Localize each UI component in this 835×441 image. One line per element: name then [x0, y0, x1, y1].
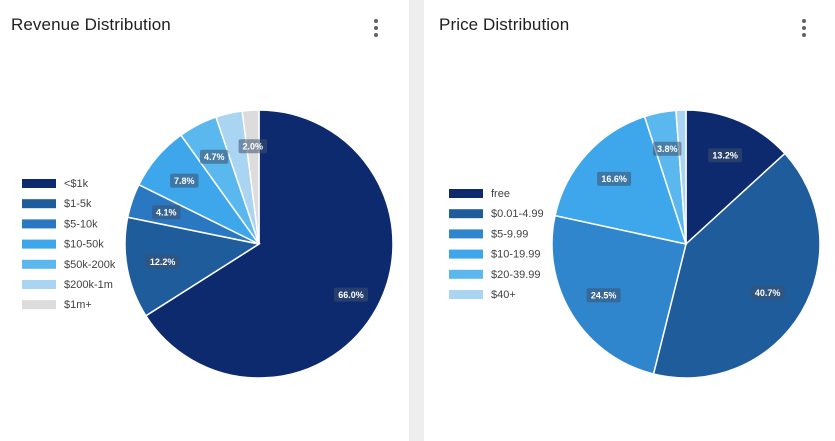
legend-item-free[interactable]: free — [449, 188, 510, 200]
price-pie-chart: 13.2% 40.7% 24.5% 16.6% 3.8% free $0.01-4.99 $5… — [449, 109, 821, 379]
legend-label: $20-39.99 — [491, 269, 541, 281]
legend-swatch — [22, 219, 56, 229]
data-label-text: 13.2% — [712, 150, 738, 160]
data-label-text: 40.7% — [755, 288, 781, 298]
revenue-chart-title: Revenue Distribution — [11, 15, 171, 34]
data-label-5-10k: 4.1% — [152, 205, 181, 220]
data-label-10-50k: 7.8% — [170, 173, 199, 188]
revenue-pie-chart: 66.0% 12.2% 4.1% 7.8% 4.7% 2.0% <$1k $1-5k $5-10… — [22, 109, 394, 379]
legend-swatch — [22, 239, 56, 249]
chart-legend: <$1k $1-5k $5-10k $10-50k $50k-200k $200k-1m $… — [22, 178, 116, 311]
legend-item-1m[interactable]: $1m+ — [22, 299, 92, 311]
legend-item-20-39-99[interactable]: $20-39.99 — [449, 269, 541, 281]
legend-label: $10-50k — [64, 239, 104, 251]
data-label-text: 2.0% — [243, 141, 264, 151]
legend-swatch — [22, 300, 56, 310]
legend-label: $40+ — [491, 289, 516, 301]
data-label-10-19-99: 16.6% — [597, 171, 632, 186]
data-label-text: 12.2% — [150, 257, 176, 267]
pie-data-labels: 13.2% 40.7% 24.5% 16.6% 3.8% — [586, 141, 785, 303]
pie-slice-free[interactable] — [685, 109, 786, 246]
pie-slice-1-5k[interactable] — [124, 216, 261, 317]
legend-swatch — [449, 189, 483, 198]
legend-swatch — [449, 209, 483, 219]
data-label-text: 3.8% — [657, 144, 678, 154]
data-label-text: 16.6% — [601, 174, 627, 184]
legend-swatch — [22, 179, 56, 188]
legend-label: $1-5k — [64, 198, 92, 210]
legend-item-1-5k[interactable]: $1-5k — [22, 198, 92, 210]
data-label-text: 7.8% — [174, 176, 195, 186]
data-label-text: 24.5% — [591, 290, 617, 300]
pie-slices — [551, 109, 821, 379]
legend-item-10-50k[interactable]: $10-50k — [22, 239, 104, 251]
legend-label: $1m+ — [64, 299, 92, 311]
legend-label: free — [491, 188, 510, 200]
price-distribution-card: Price Distribution 13.2% 40.7% 24.5% 16.6% 3… — [424, 0, 835, 441]
legend-item-5-10k[interactable]: $5-10k — [22, 218, 98, 230]
data-label-1m: 2.0% — [238, 139, 267, 154]
data-label-text: 4.7% — [204, 152, 225, 162]
price-chart-title: Price Distribution — [439, 15, 570, 34]
data-label-0-01-4-99: 40.7% — [750, 285, 785, 300]
legend-item-200k-1m[interactable]: $200k-1m — [22, 279, 113, 291]
legend-label: $50k-200k — [64, 259, 116, 271]
legend-item-10-19-99[interactable]: $10-19.99 — [449, 249, 541, 261]
legend-swatch — [22, 280, 56, 289]
legend-swatch — [449, 229, 483, 239]
data-label-text: 66.0% — [338, 290, 364, 300]
legend-label: $10-19.99 — [491, 249, 541, 261]
data-label-text: 4.1% — [156, 208, 177, 218]
legend-label: $5-9.99 — [491, 228, 528, 240]
legend-swatch — [449, 290, 483, 299]
legend-item-0-01-4-99[interactable]: $0.01-4.99 — [449, 208, 544, 220]
pie-data-labels: 66.0% 12.2% 4.1% 7.8% 4.7% 2.0% — [145, 139, 368, 302]
legend-item-40[interactable]: $40+ — [449, 289, 516, 301]
legend-label: $0.01-4.99 — [491, 208, 544, 220]
data-label-50k-200k: 4.7% — [200, 149, 229, 164]
pie-slice-0-01-4-99[interactable] — [652, 152, 821, 379]
legend-swatch — [449, 269, 483, 279]
legend-label: <$1k — [64, 178, 89, 190]
data-label-1k: 66.0% — [334, 287, 368, 302]
data-label-1-5k: 12.2% — [145, 254, 180, 269]
legend-swatch — [22, 199, 56, 209]
legend-item-5-9-99[interactable]: $5-9.99 — [449, 228, 528, 240]
chart-legend: free $0.01-4.99 $5-9.99 $10-19.99 $20-39.99 $… — [449, 188, 544, 301]
pie-slices — [124, 109, 394, 379]
legend-swatch — [22, 259, 56, 269]
data-label-5-9-99: 24.5% — [586, 288, 621, 303]
legend-swatch — [449, 249, 483, 259]
revenue-more-menu-icon[interactable] — [370, 17, 382, 39]
legend-item-50k-200k[interactable]: $50k-200k — [22, 259, 116, 271]
legend-label: $5-10k — [64, 218, 98, 230]
pie-slice-1k[interactable] — [144, 109, 394, 379]
data-label-free: 13.2% — [708, 148, 743, 163]
price-more-menu-icon[interactable] — [798, 17, 810, 39]
data-label-20-39-99: 3.8% — [653, 141, 682, 156]
legend-label: $200k-1m — [64, 279, 113, 291]
revenue-distribution-card: Revenue Distribution 66.0% 12.2% 4.1% 7.8% 4… — [0, 0, 409, 441]
legend-item-1k[interactable]: <$1k — [22, 178, 89, 190]
